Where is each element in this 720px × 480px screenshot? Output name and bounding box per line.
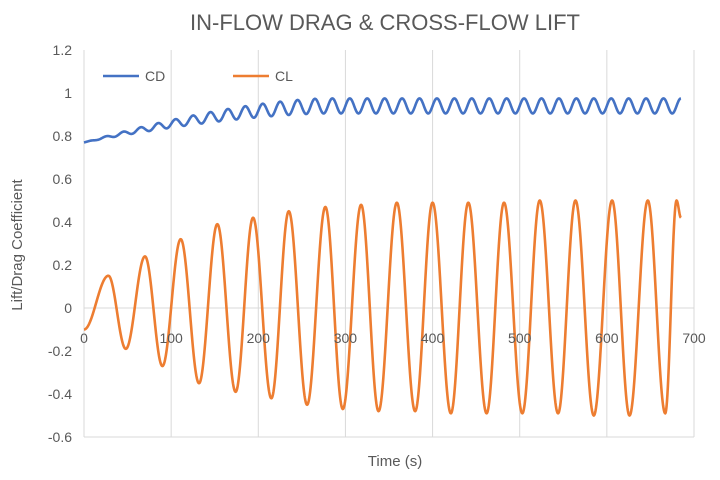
x-tick-label: 600 bbox=[595, 330, 619, 346]
y-tick-label: -0.6 bbox=[48, 429, 72, 445]
y-tick-label: 0.4 bbox=[53, 214, 73, 230]
x-tick-label: 500 bbox=[508, 330, 532, 346]
x-tick-label: 300 bbox=[334, 330, 358, 346]
legend: CD CL bbox=[103, 68, 293, 84]
y-tick-label: 0.2 bbox=[53, 257, 73, 273]
x-tick-label: 100 bbox=[159, 330, 183, 346]
y-tick-label: -0.2 bbox=[48, 343, 72, 359]
x-tick-label: 200 bbox=[247, 330, 271, 346]
y-axis-label: Lift/Drag Coefficient bbox=[9, 178, 26, 310]
chart-title: IN-FLOW DRAG & CROSS-FLOW LIFT bbox=[190, 10, 580, 35]
tick-labels: -0.6 -0.4 -0.2 0 0.2 0.4 0.6 0.8 1 1.2 0 100 200 300 4… bbox=[48, 42, 706, 445]
legend-label-cl: CL bbox=[275, 68, 293, 84]
x-tick-label: 0 bbox=[80, 330, 88, 346]
legend-label-cd: CD bbox=[145, 68, 165, 84]
series-cl-line bbox=[83, 199, 682, 417]
y-tick-label: 1 bbox=[64, 85, 72, 101]
series-lines bbox=[83, 97, 682, 417]
x-axis-label: Time (s) bbox=[368, 453, 422, 470]
x-tick-label: 700 bbox=[682, 330, 706, 346]
y-tick-label: 1.2 bbox=[53, 42, 73, 58]
y-tick-label: 0.8 bbox=[53, 128, 73, 144]
axes bbox=[83, 50, 694, 438]
x-tick-label: 400 bbox=[421, 330, 445, 346]
series-cd-line bbox=[83, 97, 682, 144]
y-tick-label: 0 bbox=[64, 300, 72, 316]
y-tick-label: 0.6 bbox=[53, 171, 73, 187]
y-tick-label: -0.4 bbox=[48, 386, 72, 402]
